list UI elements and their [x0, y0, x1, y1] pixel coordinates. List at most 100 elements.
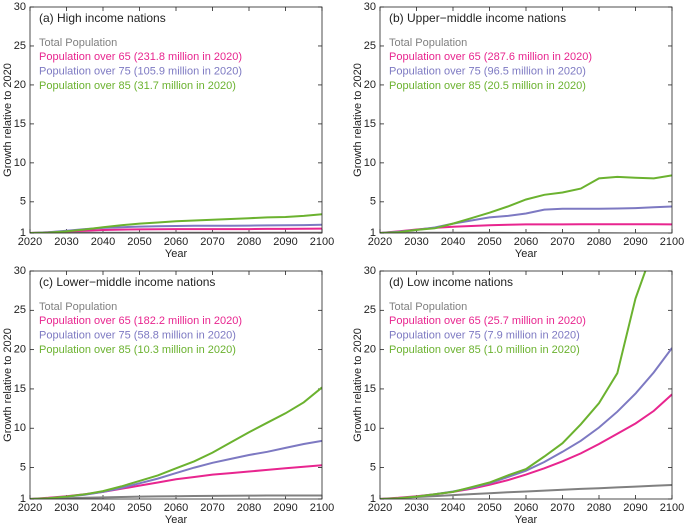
y-tick-label: 10 — [14, 422, 26, 434]
y-tick-label: 5 — [20, 461, 26, 473]
x-tick-label: 2060 — [164, 236, 188, 248]
x-tick-label: 2050 — [127, 502, 151, 514]
x-tick-label: 2060 — [164, 502, 188, 514]
x-tick-label: 2070 — [200, 236, 224, 248]
y-tick-label: 25 — [364, 304, 376, 316]
x-tick-label: 2030 — [404, 502, 428, 514]
series-line — [380, 393, 672, 499]
x-tick-label: 2070 — [550, 502, 574, 514]
x-tick-label: 2100 — [660, 236, 684, 248]
x-tick-label: 2080 — [237, 502, 261, 514]
x-tick-label: 2060 — [514, 502, 538, 514]
x-axis-label: Year — [515, 248, 538, 260]
x-tick-label: 2050 — [127, 236, 151, 248]
x-axis-label: Year — [165, 514, 188, 526]
x-tick-label: 2080 — [237, 236, 261, 248]
chart-title: (a) High income nations — [39, 11, 166, 25]
x-tick-label: 2030 — [54, 502, 78, 514]
y-tick-label: 1 — [370, 493, 376, 505]
y-tick-label: 20 — [364, 344, 376, 356]
x-tick-label: 2090 — [273, 502, 297, 514]
x-tick-label: 2030 — [404, 236, 428, 248]
y-tick-label: 5 — [20, 196, 26, 208]
legend-entry: Population over 65 (287.6 million in 202… — [389, 51, 592, 63]
y-tick-label: 20 — [14, 344, 26, 356]
y-tick-label: 15 — [364, 118, 376, 130]
y-tick-label: 30 — [14, 265, 26, 277]
x-tick-label: 2080 — [587, 236, 611, 248]
x-tick-label: 2090 — [273, 236, 297, 248]
x-tick-label: 2040 — [441, 236, 465, 248]
x-tick-label: 2020 — [368, 502, 392, 514]
y-axis-label: Growth relative to 2020 — [2, 328, 14, 442]
series-line — [30, 386, 322, 499]
legend-entry: Population over 65 (231.8 million in 202… — [39, 51, 242, 63]
x-tick-label: 2020 — [18, 236, 42, 248]
legend-entry: Population over 85 (20.5 million in 2020… — [389, 80, 586, 92]
x-tick-label: 2040 — [441, 502, 465, 514]
x-tick-label: 2040 — [91, 502, 115, 514]
y-axis-label: Growth relative to 2020 — [352, 328, 364, 442]
x-tick-label: 2030 — [54, 236, 78, 248]
y-tick-label: 25 — [14, 40, 26, 52]
x-tick-label: 2080 — [587, 502, 611, 514]
series-line — [380, 484, 672, 499]
y-tick-label: 1 — [370, 227, 376, 239]
x-axis-label: Year — [165, 248, 188, 260]
y-tick-label: 20 — [364, 79, 376, 91]
y-tick-label: 15 — [14, 383, 26, 395]
y-tick-label: 15 — [14, 118, 26, 130]
legend-entry: Population over 75 (58.8 million in 2020… — [39, 330, 236, 342]
y-tick-label: 1 — [20, 227, 26, 239]
legend-entry: Total Population — [389, 37, 467, 49]
series-line — [30, 213, 322, 233]
x-tick-label: 2100 — [310, 502, 334, 514]
axes-box — [379, 270, 673, 500]
axes-box — [29, 6, 323, 234]
y-tick-label: 10 — [364, 157, 376, 169]
legend-entry: Total Population — [39, 37, 117, 49]
x-tick-label: 2100 — [660, 502, 684, 514]
chart-title: (b) Upper−middle income nations — [389, 11, 566, 25]
legend-entry: Population over 75 (105.9 million in 202… — [39, 66, 242, 78]
y-tick-label: 30 — [364, 265, 376, 277]
x-tick-label: 2060 — [514, 236, 538, 248]
series-line — [380, 271, 647, 499]
y-tick-label: 1 — [20, 493, 26, 505]
y-tick-label: 10 — [14, 157, 26, 169]
x-tick-label: 2070 — [550, 236, 574, 248]
x-tick-label: 2070 — [200, 502, 224, 514]
y-tick-label: 5 — [370, 196, 376, 208]
x-tick-label: 2020 — [18, 502, 42, 514]
chart-title: (c) Lower−middle income nations — [39, 275, 215, 289]
series-line — [380, 347, 672, 499]
x-tick-label: 2090 — [623, 236, 647, 248]
legend-entry: Population over 85 (31.7 million in 2020… — [39, 80, 236, 92]
legend-entry: Population over 65 (182.2 million in 202… — [39, 315, 242, 327]
x-tick-label: 2100 — [310, 236, 334, 248]
legend-entry: Population over 65 (25.7 million in 2020… — [389, 315, 586, 327]
y-tick-label: 25 — [14, 304, 26, 316]
y-tick-label: 20 — [14, 79, 26, 91]
y-tick-label: 30 — [364, 1, 376, 13]
series-line — [380, 174, 672, 233]
x-tick-label: 2040 — [91, 236, 115, 248]
x-tick-label: 2050 — [477, 236, 501, 248]
y-tick-label: 15 — [364, 383, 376, 395]
y-tick-label: 5 — [370, 461, 376, 473]
series-line — [30, 494, 322, 499]
y-axis-label: Growth relative to 2020 — [2, 63, 14, 177]
x-axis-label: Year — [515, 514, 538, 526]
legend-entry: Population over 85 (1.0 million in 2020) — [389, 344, 580, 356]
legend-entry: Population over 85 (10.3 million in 2020… — [39, 344, 236, 356]
axes-box — [379, 6, 673, 234]
y-tick-label: 25 — [364, 40, 376, 52]
legend-entry: Total Population — [389, 301, 467, 313]
y-tick-label: 30 — [14, 1, 26, 13]
axes-box — [29, 270, 323, 500]
